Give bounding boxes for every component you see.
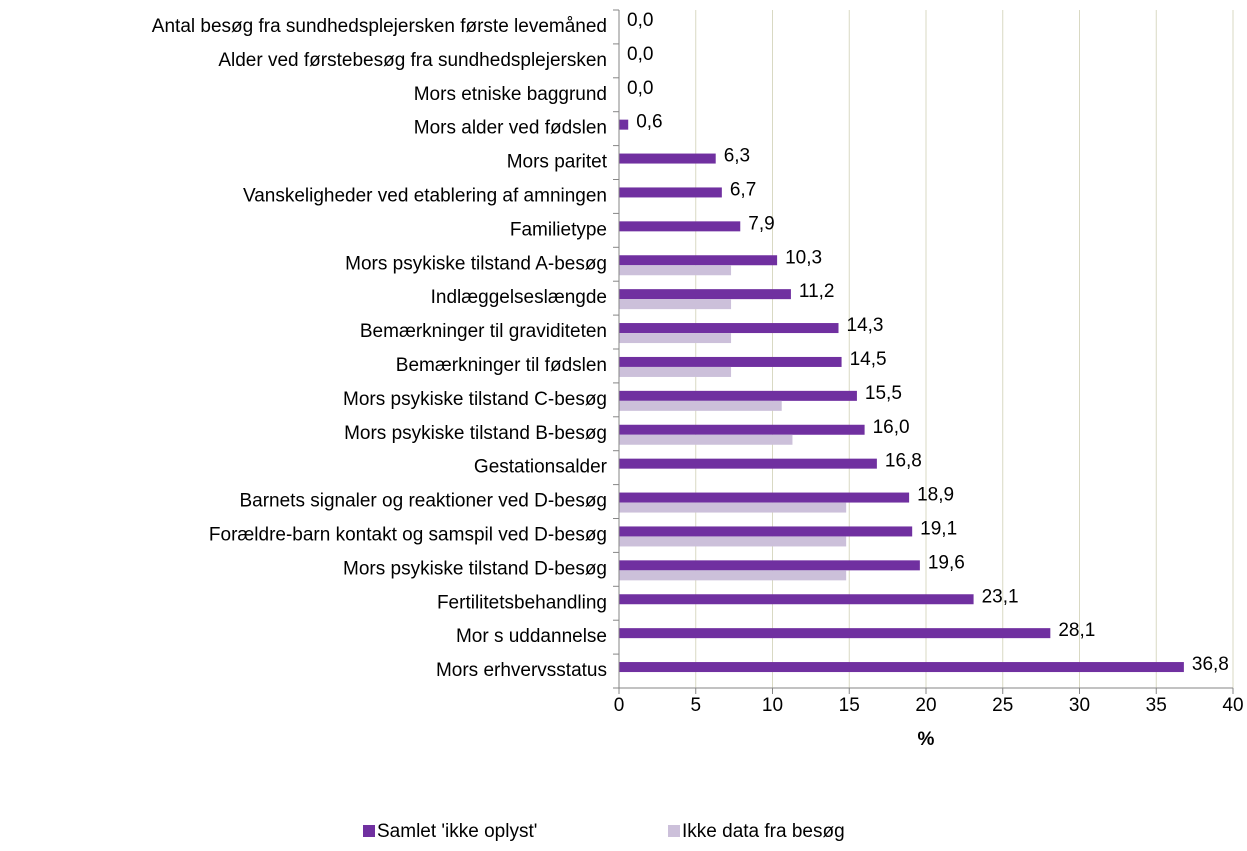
data-label: 11,2 bbox=[799, 281, 835, 302]
data-label: 0,0 bbox=[627, 78, 653, 99]
bar bbox=[619, 289, 791, 300]
bar bbox=[619, 153, 716, 164]
bar bbox=[619, 536, 847, 547]
bar bbox=[619, 560, 920, 571]
data-label: 19,1 bbox=[920, 518, 957, 539]
y-tick-label: Vanskeligheder ved etablering af amninge… bbox=[243, 185, 607, 206]
bar bbox=[619, 255, 778, 266]
bar bbox=[619, 299, 732, 310]
bar bbox=[619, 323, 839, 334]
y-tick-label: Mors etniske baggrund bbox=[414, 84, 607, 105]
x-tick-label: 30 bbox=[1069, 695, 1090, 716]
bar bbox=[619, 400, 782, 411]
y-tick-label: Familietype bbox=[510, 219, 607, 240]
data-label: 14,5 bbox=[850, 349, 887, 370]
y-tick-label: Mors paritet bbox=[507, 152, 608, 173]
y-tick-label: Gestationsalder bbox=[474, 457, 608, 478]
data-label: 18,9 bbox=[917, 485, 954, 506]
data-label: 6,7 bbox=[730, 179, 756, 200]
y-tick-label: Mors psykiske tilstand C-besøg bbox=[343, 389, 607, 410]
x-tick-label: 5 bbox=[690, 695, 701, 716]
data-label: 0,0 bbox=[627, 10, 653, 31]
data-label: 0,6 bbox=[636, 112, 662, 133]
y-tick-label: Mors psykiske tilstand A-besøg bbox=[345, 253, 607, 274]
y-tick-label: Mors psykiske tilstand B-besøg bbox=[344, 423, 607, 444]
x-tick-label: 35 bbox=[1146, 695, 1167, 716]
bar bbox=[619, 221, 741, 232]
y-tick-label: Indlæggelseslængde bbox=[431, 287, 607, 308]
bar bbox=[619, 187, 722, 198]
y-tick-label: Fertilitetsbehandling bbox=[437, 592, 607, 613]
bar bbox=[619, 434, 793, 445]
x-tick-label: 15 bbox=[839, 695, 860, 716]
bar bbox=[619, 628, 1051, 639]
y-tick-label: Bemærkninger til fødslen bbox=[396, 355, 607, 376]
y-tick-label: Mors erhvervsstatus bbox=[436, 660, 607, 681]
data-label: 7,9 bbox=[748, 213, 774, 234]
x-tick-label: 25 bbox=[992, 695, 1013, 716]
y-tick-label: Mors psykiske tilstand D-besøg bbox=[343, 558, 607, 579]
legend-label: Samlet 'ikke oplyst' bbox=[377, 821, 537, 842]
bar bbox=[619, 594, 974, 605]
bar bbox=[619, 492, 910, 503]
x-tick-label: 20 bbox=[915, 695, 936, 716]
bar bbox=[619, 366, 732, 377]
x-tick-label: 0 bbox=[614, 695, 625, 716]
bar bbox=[619, 502, 847, 513]
bar bbox=[619, 356, 842, 367]
bar bbox=[619, 570, 847, 581]
bar bbox=[619, 458, 877, 469]
bar bbox=[619, 390, 857, 401]
data-label: 10,3 bbox=[785, 247, 822, 268]
y-tick-label: Alder ved førstebesøg fra sundhedsplejer… bbox=[218, 50, 607, 71]
y-tick-label: Mor s uddannelse bbox=[456, 626, 607, 647]
data-label: 6,3 bbox=[724, 146, 750, 167]
data-label: 28,1 bbox=[1058, 620, 1095, 641]
x-tick-label: 10 bbox=[762, 695, 783, 716]
y-tick-label: Barnets signaler og reaktioner ved D-bes… bbox=[239, 491, 607, 512]
data-label: 15,5 bbox=[865, 383, 902, 404]
x-tick-label: 40 bbox=[1222, 695, 1243, 716]
bar bbox=[619, 119, 629, 130]
legend-swatch bbox=[668, 825, 680, 837]
data-label: 0,0 bbox=[627, 44, 653, 65]
x-axis-label: % bbox=[918, 729, 935, 750]
bar bbox=[619, 526, 913, 537]
bar bbox=[619, 662, 1184, 673]
bar bbox=[619, 424, 865, 435]
legend-label: Ikke data fra besøg bbox=[682, 821, 845, 842]
y-tick-label: Bemærkninger til graviditeten bbox=[360, 321, 607, 342]
bar bbox=[619, 265, 732, 276]
y-tick-label: Forældre-barn kontakt og samspil ved D-b… bbox=[209, 524, 607, 545]
data-label: 36,8 bbox=[1192, 654, 1229, 675]
data-label: 14,3 bbox=[847, 315, 884, 336]
y-tick-label: Mors alder ved fødslen bbox=[414, 118, 607, 139]
data-label: 16,0 bbox=[873, 417, 910, 438]
data-label: 16,8 bbox=[885, 451, 922, 472]
y-tick-label: Antal besøg fra sundhedsplejersken først… bbox=[152, 16, 607, 37]
data-label: 23,1 bbox=[982, 586, 1019, 607]
legend-swatch bbox=[363, 825, 375, 837]
bar bbox=[619, 333, 732, 344]
data-label: 19,6 bbox=[928, 552, 965, 573]
